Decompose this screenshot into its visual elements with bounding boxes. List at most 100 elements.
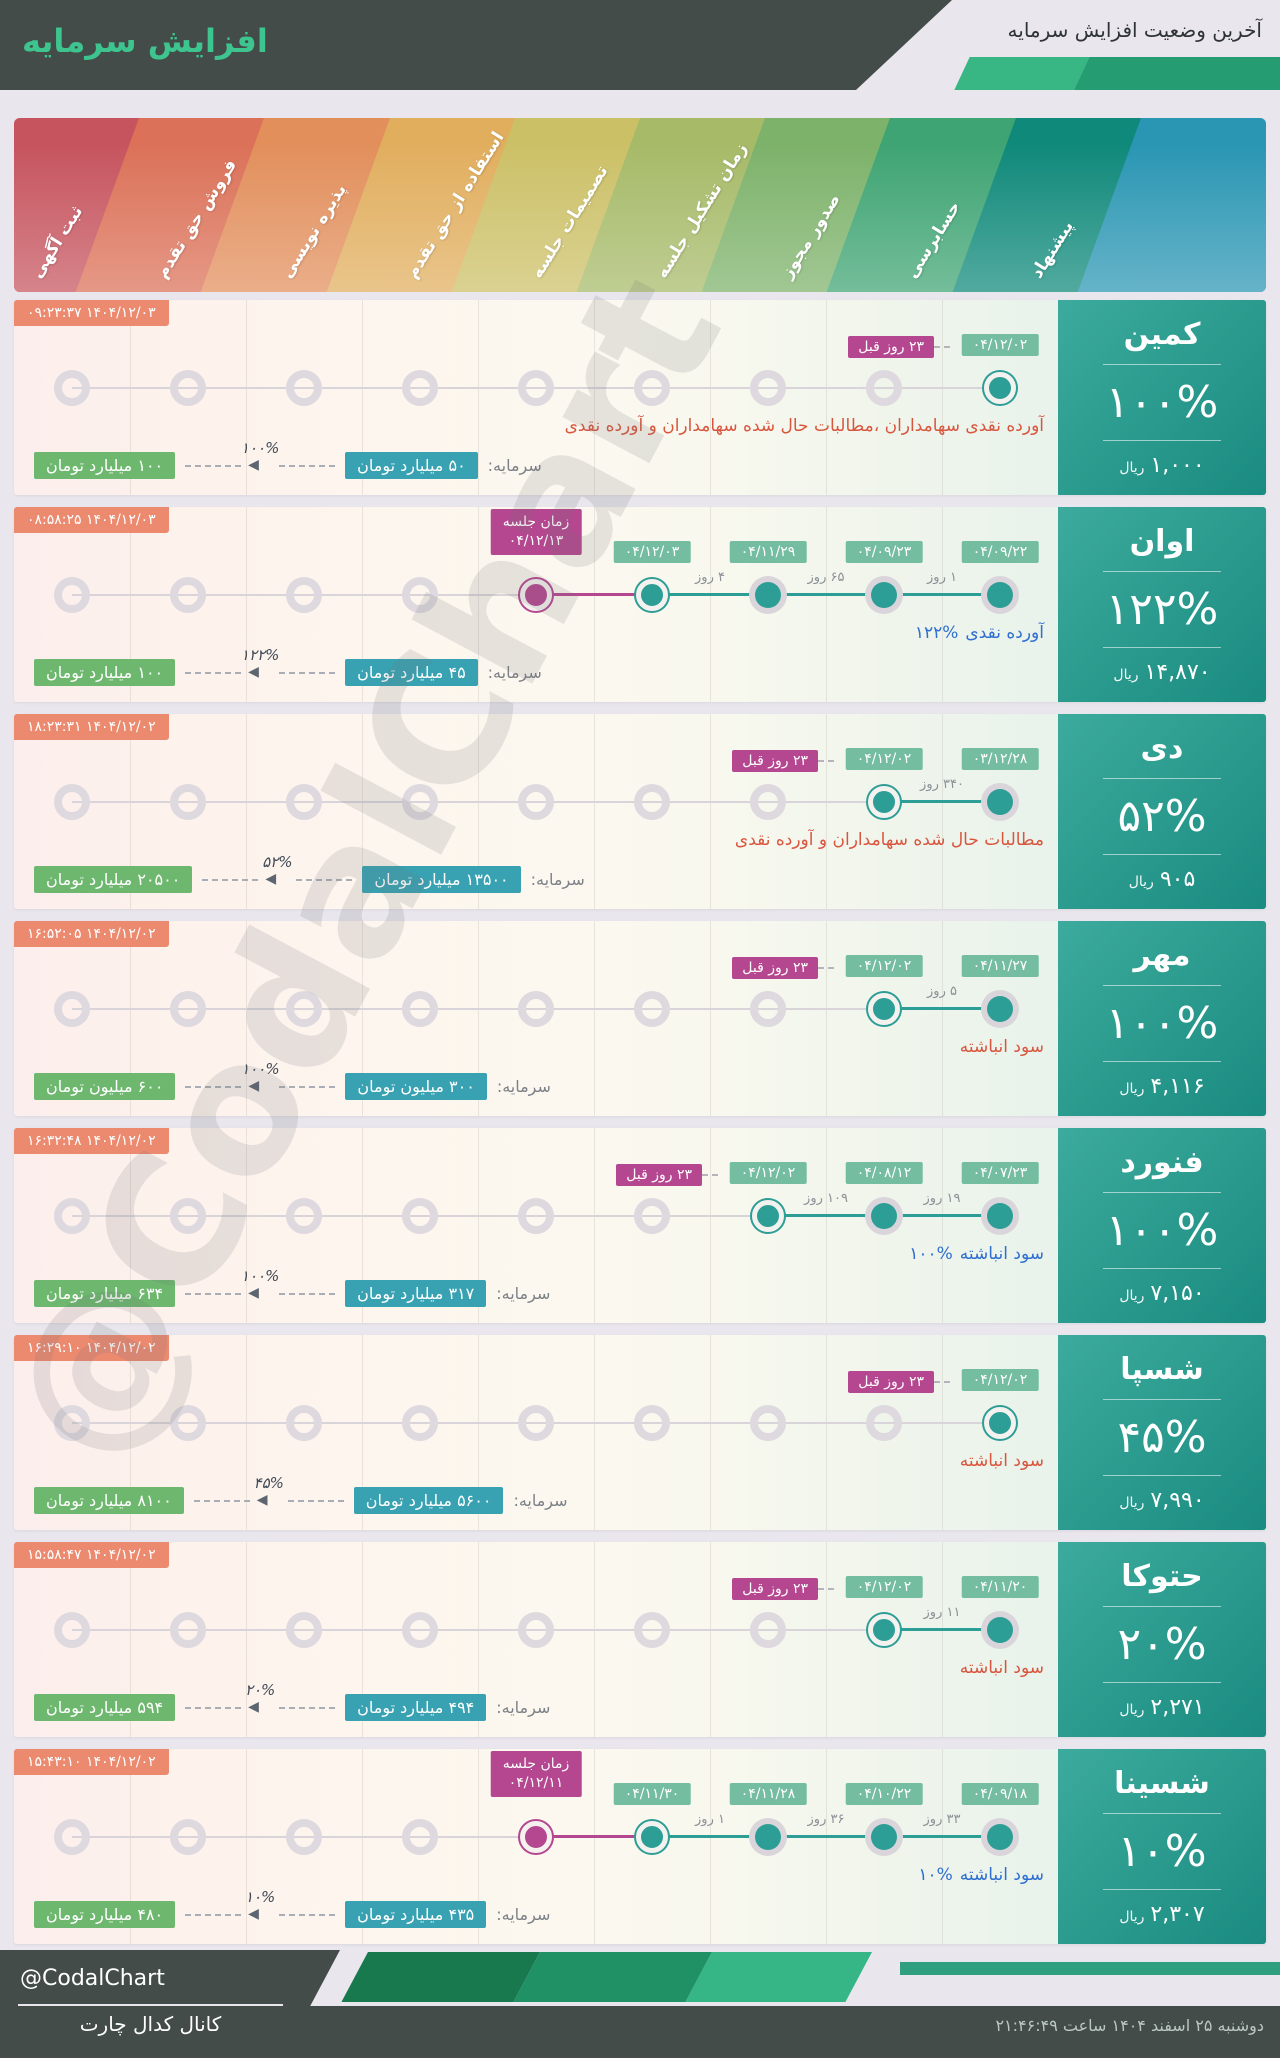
arrow-left-icon: ◀: [248, 1905, 259, 1922]
panel-divider: [1103, 854, 1221, 855]
capital-label: سرمایه:: [496, 1077, 551, 1096]
report-timestamp-badge: ۱۴۰۴/۱۲/۰۳ ۰۸:۵۸:۲۵: [14, 507, 169, 533]
stage-timeline: ۱۱ روز ۰۴/۱۲/۰۲ ۲۳ روز قبل ۰۴/۱۱/۲۰: [14, 1542, 1058, 1737]
capital-after-badge: ۲۰۵۰۰ میلیارد تومان: [34, 866, 193, 893]
increase-percent: ۵۲%: [1117, 791, 1207, 842]
gap-days-label: ۱۰۹ روز: [804, 1191, 848, 1206]
panel-divider: [1103, 1606, 1221, 1607]
arrow-dash: [185, 671, 242, 674]
current-stage-dot: [868, 786, 900, 818]
increase-percent: ۱۰۰%: [1105, 1205, 1219, 1256]
arrow-dash: [185, 1292, 242, 1295]
empty-stage-dot: [170, 1405, 206, 1441]
company-row: ۰۴/۱۲/۰۲ ۲۳ روز قبل ۱۴۰۴/۱۲/۰۲ ۱۶:۲۹:۱۰ س…: [14, 1335, 1266, 1530]
column-gridline: [710, 714, 711, 909]
gap-days-label: ۱ روز: [927, 570, 957, 585]
arrow-dash: [185, 1085, 242, 1088]
column-gridline: [478, 714, 479, 909]
report-timestamp-badge: ۱۴۰۴/۱۲/۰۲ ۱۶:۵۲:۰۵: [14, 921, 169, 947]
days-ago: ۲۳ روز قبل: [732, 750, 834, 772]
column-gridline: [942, 1749, 943, 1944]
capital-arrow: ◀ ۱۲۲%: [185, 646, 336, 684]
report-timestamp-badge: ۱۴۰۴/۱۲/۰۲ ۱۸:۲۳:۳۱: [14, 714, 169, 740]
increase-percent: ۱۰%: [1117, 1826, 1207, 1877]
empty-stage-dot: [634, 784, 670, 820]
column-gridline: [594, 507, 595, 702]
column-gridline: [130, 507, 131, 702]
header-ribbon-dark: [1074, 57, 1280, 90]
capital-change: ۱۰۰ میلیارد تومان ◀ ۱۰۰% ۵۰ میلیارد توما…: [34, 439, 542, 479]
column-gridline: [826, 921, 827, 1116]
increase-percent: ۱۰۰%: [1105, 998, 1219, 1049]
column-gridline: [594, 714, 595, 909]
gap-days-label: ۳۳ روز: [923, 1812, 961, 1827]
company-name: فنورد: [1120, 1145, 1204, 1180]
column-gridline: [362, 921, 363, 1116]
timeline-segment: [536, 593, 652, 596]
column-gridline: [246, 921, 247, 1116]
column-gridline: [130, 1749, 131, 1944]
current-stage-dot: [984, 1407, 1016, 1439]
empty-stage-dot: [402, 1198, 438, 1234]
capital-before-badge: ۴۹۴ میلیارد تومان: [345, 1694, 487, 1721]
stage-timeline: ۴ روز ۶۵ روز ۱ روز زمان جلسه ۰۴/۱۲/۱۳ ۰۴/۱۲/۰…: [14, 507, 1058, 702]
capital-change: ۲۰۵۰۰ میلیارد تومان ◀ ۵۲% ۱۳۵۰۰ میلیارد …: [34, 853, 585, 893]
stage-date-badge: ۰۴/۱۰/۲۲: [845, 1783, 923, 1805]
stage-timeline: ۵ روز ۰۴/۱۲/۰۲ ۲۳ روز قبل ۰۴/۱۱/۲۷: [14, 921, 1058, 1116]
column-gridline: [710, 1749, 711, 1944]
panel-divider: [1103, 440, 1221, 441]
empty-stage-dot: [402, 1819, 438, 1855]
capital-change: ۸۱۰۰ میلیارد تومان ◀ ۴۵% ۵۶۰۰ میلیارد تو…: [34, 1474, 568, 1514]
company-name: مهر: [1133, 938, 1191, 973]
column-gridline: [826, 1128, 827, 1323]
capital-arrow: ◀ ۱۰%: [185, 1888, 336, 1926]
arrow-dash: [185, 1706, 242, 1709]
empty-stage-dot: [286, 1819, 322, 1855]
capital-after-badge: ۶۰۰ میلیون تومان: [34, 1073, 176, 1100]
capital-before-badge: ۳۰۰ میلیون تومان: [345, 1073, 487, 1100]
capital-label: سرمایه:: [487, 456, 542, 475]
empty-stage-dot: [866, 1405, 902, 1441]
capital-label: سرمایه:: [496, 1284, 551, 1303]
report-datetime: دوشنبه ۲۵ اسفند ۱۴۰۴ ساعت ۲۱:۴۶:۴۹: [995, 2016, 1264, 2035]
panel-divider: [1103, 985, 1221, 986]
capital-after-badge: ۱۰۰ میلیارد تومان: [34, 452, 176, 479]
stage-date-badge: ۰۴/۱۲/۰۲: [845, 1576, 923, 1598]
share-price: ریال ۱۴,۸۷۰: [1113, 660, 1210, 685]
arrow-left-icon: ◀: [256, 1491, 268, 1508]
stage-date-badge: ۰۴/۰۷/۲۳: [961, 1162, 1039, 1184]
column-gridline: [826, 1542, 827, 1737]
panel-divider: [1103, 1399, 1221, 1400]
empty-stage-dot: [402, 577, 438, 613]
empty-stage-dot: [286, 1612, 322, 1648]
column-gridline: [942, 507, 943, 702]
price-value: ۱۴,۸۷۰: [1144, 660, 1211, 685]
panel-divider: [1103, 364, 1221, 365]
empty-stage-dot: [750, 991, 786, 1027]
empty-stage-dot: [402, 370, 438, 406]
completed-stage-dot: [871, 1824, 897, 1850]
empty-stage-dot: [286, 991, 322, 1027]
empty-stage-dot: [286, 1405, 322, 1441]
page-title: افزایش سرمایه: [22, 22, 268, 60]
capital-source-annotation: مطالبات حال شده سهامداران و آورده نقدی: [735, 830, 1044, 850]
footer-bar: [900, 1962, 1280, 1975]
annotation-text: سود انباشته: [959, 1865, 1044, 1885]
capital-increase-percent: ۵۲%: [262, 852, 293, 871]
timeline-segment: [884, 1628, 1000, 1631]
stage-banner: ثبت آگهی فروش حق تقدم پذیره نویسی استفاده ا…: [14, 118, 1266, 292]
capital-increase-percent: ۴۵%: [253, 1473, 284, 1492]
column-gridline: [478, 300, 479, 495]
company-name: حتوکا: [1121, 1559, 1203, 1594]
column-gridline: [130, 1128, 131, 1323]
timeline-segment: [884, 593, 1000, 596]
arrow-left-icon: ◀: [248, 1698, 259, 1715]
dashed-connector: [818, 967, 834, 969]
column-gridline: [478, 1542, 479, 1737]
column-gridline: [478, 507, 479, 702]
capital-increase-percent: ۲۰%: [244, 1680, 276, 1699]
empty-stage-dot: [54, 784, 90, 820]
annotation-text: آورده نقدی سهامداران ،مطالبات حال شده سه…: [564, 416, 1044, 436]
gap-days-label: ۶۵ روز: [807, 570, 845, 585]
current-stage-dot: [636, 1821, 668, 1853]
